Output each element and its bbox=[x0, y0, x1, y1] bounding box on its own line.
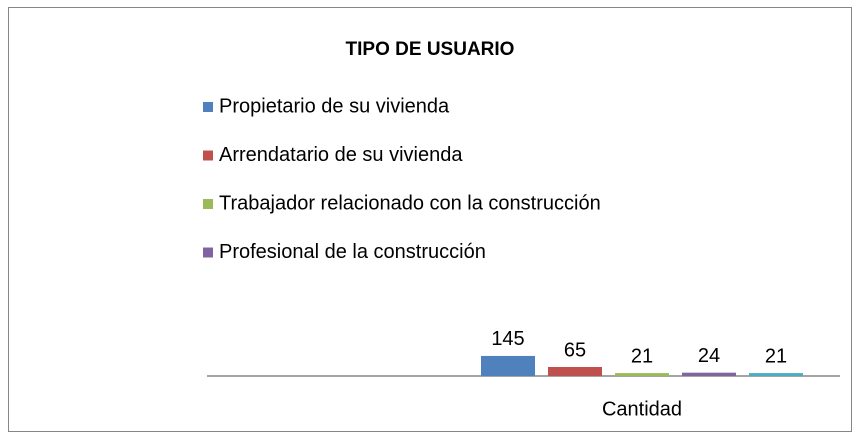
legend-swatch bbox=[203, 247, 213, 258]
chart-title: TIPO DE USUARIO bbox=[346, 39, 515, 60]
data-label: 21 bbox=[765, 345, 787, 367]
data-label: 24 bbox=[698, 345, 720, 367]
legend-swatch bbox=[203, 102, 213, 112]
legend-swatch bbox=[203, 150, 213, 161]
data-label: 65 bbox=[564, 339, 586, 361]
legend-label: Arrendatario de su vivienda bbox=[219, 144, 463, 166]
data-label: 145 bbox=[491, 328, 524, 350]
x-tick-label: Cantidad bbox=[602, 398, 682, 420]
bar bbox=[682, 372, 736, 376]
chart-frame bbox=[8, 7, 852, 432]
bar bbox=[749, 373, 803, 376]
legend-label: Trabajador relacionado con la construcci… bbox=[219, 192, 601, 214]
data-label: 21 bbox=[631, 345, 653, 367]
legend-label: Profesional de la construcción bbox=[219, 241, 486, 263]
bar bbox=[615, 373, 669, 376]
bar bbox=[548, 367, 602, 376]
legend-swatch bbox=[203, 199, 213, 209]
bar bbox=[481, 355, 535, 376]
legend-label: Propietario de su vivienda bbox=[219, 95, 450, 117]
